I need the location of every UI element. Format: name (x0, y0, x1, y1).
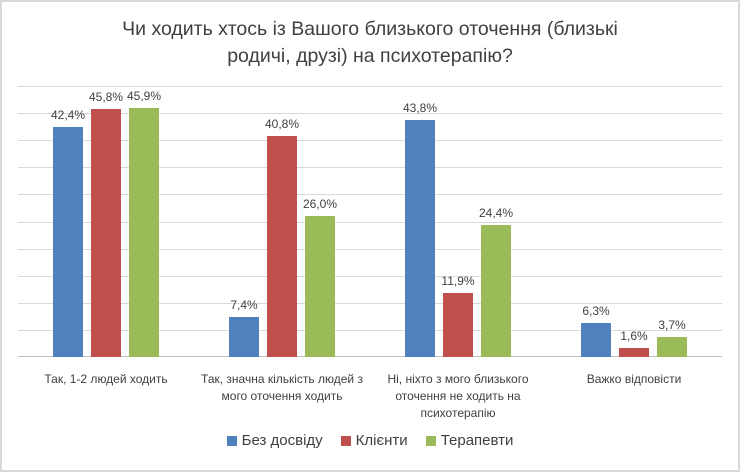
bar (619, 348, 649, 357)
gridline (18, 275, 722, 277)
gridline (18, 140, 722, 142)
gridline (18, 302, 722, 304)
category-label: Так, значна кількість людей з мого оточен… (201, 372, 363, 403)
legend-label: Без досвіду (241, 432, 323, 449)
bar (229, 316, 259, 357)
data-label: 43,8% (402, 100, 438, 115)
data-label: 3,7% (658, 317, 686, 332)
bar (129, 108, 159, 357)
chart-title-line-1: Чи ходить хтось із Вашого близького оточ… (122, 18, 618, 40)
bar (443, 292, 473, 357)
data-label: 45,8% (88, 89, 124, 104)
plot-area: 42,4% 45,8% 45,9% 7,4% 40,8% 26,0% 43,8% 11,9% 2… (18, 86, 722, 357)
chart-title-line-2: родичі, друзі) на психотерапію? (227, 45, 513, 67)
data-label: 11,9% (441, 273, 475, 288)
legend-swatch-icon (425, 435, 436, 446)
legend-swatch-icon (340, 435, 351, 446)
data-label: 45,9% (126, 89, 162, 104)
data-label: 26,0% (302, 197, 338, 212)
legend-item: Без досвіду (226, 432, 323, 449)
bar (481, 224, 511, 357)
bar (91, 108, 121, 357)
x-axis-line (18, 356, 722, 357)
bar (267, 135, 297, 357)
legend-label: Клієнти (355, 432, 408, 449)
gridline (18, 194, 722, 196)
gridline (18, 113, 722, 115)
gridline (18, 167, 722, 169)
data-label: 7,4% (230, 297, 258, 312)
data-label: 1,6% (620, 329, 648, 344)
bar (53, 127, 83, 357)
legend-item: Терапевти (425, 432, 514, 449)
data-label: 42,4% (50, 108, 86, 123)
bar (657, 336, 687, 357)
data-label: 6,3% (582, 303, 610, 318)
bar (581, 322, 611, 357)
bar (405, 119, 435, 357)
legend-label: Терапевти (440, 432, 514, 449)
category-label: Так, 1-2 людей ходить (44, 372, 168, 386)
gridline (18, 221, 722, 223)
gridline (18, 248, 722, 250)
category-label: Важко відповісти (586, 372, 682, 386)
bar (305, 216, 335, 357)
legend-item: Клієнти (340, 432, 408, 449)
legend: Без досвіду Клієнти Терапевти (0, 432, 740, 449)
gridline (18, 329, 722, 331)
data-label: 40,8% (264, 116, 300, 131)
chart-title: Чи ходить хтось із Вашого близького оточ… (60, 16, 680, 70)
category-label: Ні, ніхто з мого близького оточення не хо… (387, 372, 529, 420)
gridline (18, 86, 722, 87)
data-label: 24,4% (478, 205, 514, 220)
legend-swatch-icon (226, 435, 237, 446)
